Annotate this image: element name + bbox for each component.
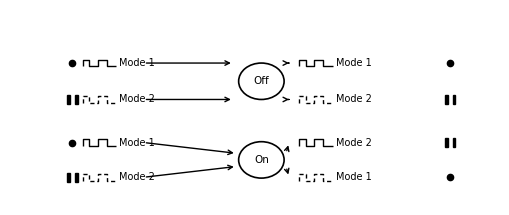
Text: Off: Off (253, 76, 269, 86)
Bar (444, 95, 447, 104)
Text: Mode 2: Mode 2 (119, 172, 155, 182)
Text: Mode 2: Mode 2 (119, 94, 155, 104)
Text: Mode 1: Mode 1 (119, 138, 155, 147)
Text: Mode 1: Mode 1 (335, 172, 371, 182)
Text: On: On (253, 155, 268, 165)
Text: Mode 1: Mode 1 (119, 58, 155, 68)
Bar (452, 95, 455, 104)
Bar (67, 95, 70, 104)
Text: Mode 2: Mode 2 (335, 94, 371, 104)
Text: Mode 2: Mode 2 (335, 138, 371, 147)
Bar (75, 95, 77, 104)
Bar (67, 173, 70, 182)
Bar (452, 138, 455, 147)
Bar (444, 138, 447, 147)
Bar (75, 173, 77, 182)
Text: Mode 1: Mode 1 (335, 58, 371, 68)
